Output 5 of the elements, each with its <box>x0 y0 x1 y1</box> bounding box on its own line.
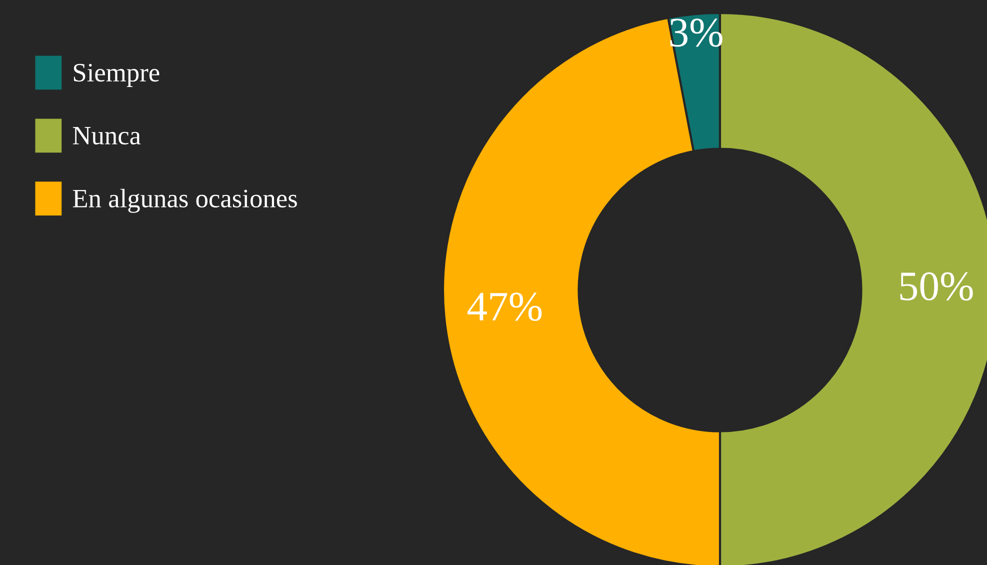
legend-label: Siempre <box>74 64 160 87</box>
data-label: 47% <box>468 292 542 321</box>
legend-label: Nunca <box>72 127 141 145</box>
legend-label: En algunas ocasiones <box>72 188 297 213</box>
data-label: 50% <box>900 272 973 301</box>
